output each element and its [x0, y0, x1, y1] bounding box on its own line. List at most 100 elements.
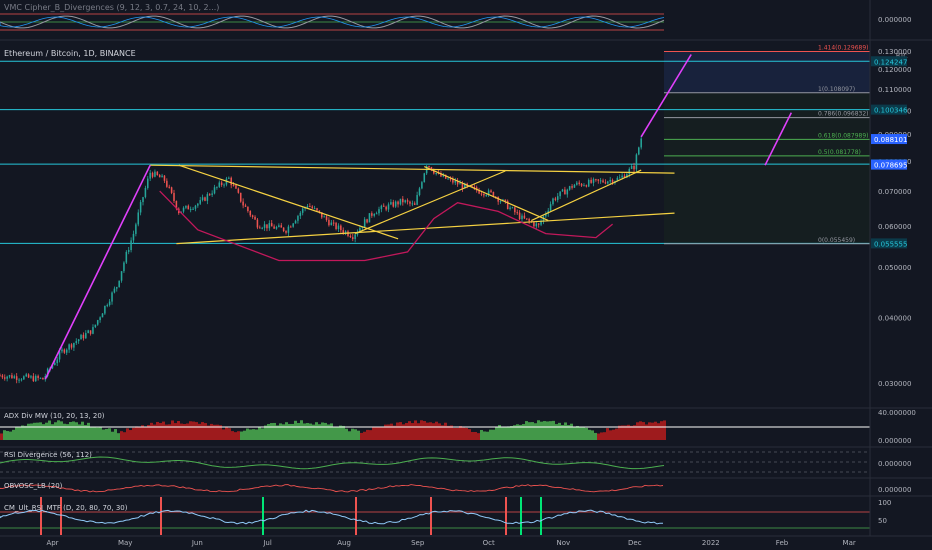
candle — [306, 206, 309, 208]
wave-line — [0, 15, 665, 29]
adx-bar — [351, 428, 354, 440]
adx-bar — [483, 431, 486, 440]
adx-bar — [144, 426, 147, 440]
candle — [27, 374, 30, 378]
candle — [611, 179, 614, 184]
adx-bar — [129, 430, 132, 440]
adx-bar — [348, 431, 351, 440]
candle — [587, 179, 590, 187]
candle — [158, 175, 161, 178]
x-tick-label: Dec — [628, 539, 642, 547]
candle — [390, 202, 392, 205]
adx-bar — [585, 427, 588, 440]
candle — [70, 344, 73, 348]
candle — [628, 168, 631, 175]
adx-bar — [90, 426, 93, 440]
candle — [621, 175, 623, 178]
adx-bar — [342, 425, 345, 440]
candle — [492, 191, 495, 197]
candle — [337, 225, 340, 230]
candle — [77, 339, 80, 342]
candle — [371, 213, 373, 216]
candle — [116, 287, 118, 289]
candle — [104, 305, 106, 314]
candle — [382, 205, 385, 207]
candle — [344, 231, 347, 233]
adx-bar — [117, 433, 120, 440]
adx-bar — [363, 431, 366, 440]
adx-bar — [663, 420, 666, 440]
adx-bar — [489, 429, 492, 440]
price-tag-bg — [871, 159, 907, 170]
candle — [204, 197, 206, 201]
candle — [80, 334, 82, 340]
adx-bar — [420, 420, 423, 440]
candle — [483, 193, 485, 196]
y-tick-label: 0.120000 — [878, 66, 911, 74]
candle — [402, 198, 404, 203]
projection-line — [764, 112, 793, 166]
y-tick-label: 0.030000 — [878, 380, 911, 388]
adx-bar — [108, 428, 111, 440]
fib-label: 0(0.055459) — [818, 237, 855, 244]
candle — [32, 376, 35, 382]
adx-bar — [429, 422, 432, 440]
level-tag-label: 0.124247 — [874, 58, 907, 66]
candle — [113, 288, 116, 293]
candle — [187, 205, 190, 210]
adx-bar — [33, 422, 36, 440]
candle — [137, 212, 140, 225]
candle — [120, 271, 123, 281]
adx-bar — [486, 431, 489, 440]
candle — [292, 223, 294, 227]
symbol-title: Ethereum / Bitcoin, 1D, BINANCE — [4, 49, 136, 58]
candle — [604, 182, 607, 184]
adx-bar — [615, 428, 618, 440]
candle — [556, 196, 559, 200]
candle — [437, 173, 440, 175]
adx-bar — [60, 421, 63, 440]
candle — [15, 376, 18, 380]
adx-bar — [513, 425, 516, 440]
candle — [301, 208, 304, 213]
candle — [216, 186, 218, 188]
adx-bar — [450, 425, 453, 440]
wave-line — [0, 16, 665, 28]
adx-bar — [48, 420, 51, 440]
adx-bar — [447, 425, 450, 440]
candle — [30, 376, 32, 378]
candle — [566, 189, 569, 195]
x-tick-label: Aug — [337, 539, 351, 547]
adx-bar — [501, 427, 504, 440]
adx-bar — [336, 426, 339, 440]
candle — [418, 188, 421, 196]
x-tick-label: Jul — [262, 539, 272, 547]
candle — [525, 218, 528, 220]
candle — [163, 175, 166, 181]
candle — [46, 368, 49, 377]
adx-bar — [564, 422, 567, 440]
adx-bar — [492, 429, 495, 440]
candle — [42, 377, 44, 380]
candle — [280, 225, 283, 228]
adx-bar — [312, 424, 315, 440]
candle — [6, 376, 8, 379]
adx-bar — [210, 423, 213, 440]
candle — [478, 190, 480, 194]
candle — [485, 195, 488, 197]
level-tag-label: 0.100346 — [874, 107, 908, 115]
adx-bar — [456, 427, 459, 440]
adx-bar — [327, 424, 330, 440]
adx-bar — [240, 431, 243, 440]
price-pane[interactable]: 1.414(0.129689) 1(0.108097) 0.786(0.096832… — [0, 45, 870, 384]
candle — [504, 199, 507, 201]
adx-bar — [525, 421, 528, 440]
adx-bar — [303, 423, 306, 440]
cm-rsi-line — [0, 509, 664, 525]
adx-bar — [21, 425, 24, 440]
y-tick-label: 0.110000 — [878, 86, 911, 94]
candle — [452, 178, 454, 183]
x-tick-label: Apr — [46, 539, 58, 547]
price-tag-label: 0.088101 — [874, 136, 907, 144]
